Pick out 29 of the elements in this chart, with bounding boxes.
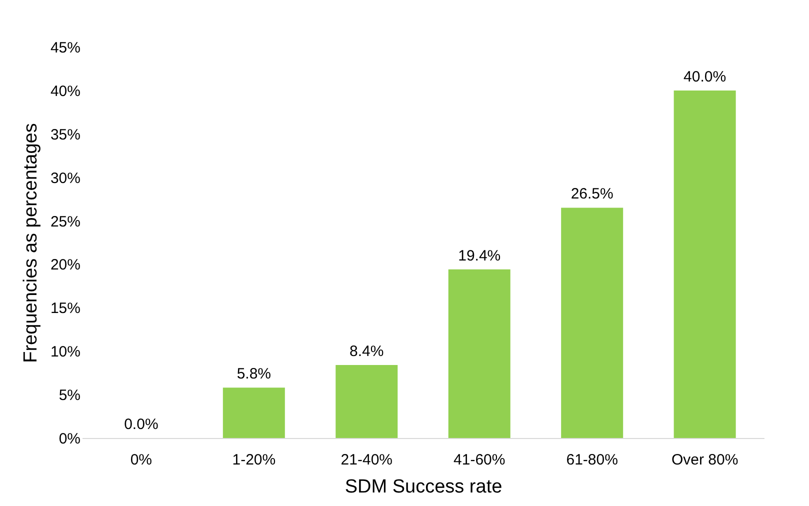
data-label: 8.4% [350,343,384,360]
x-tick-label: 21-40% [340,452,392,468]
y-tick-label: 35% [50,126,80,144]
data-label: 19.4% [458,247,501,264]
data-label: 40.0% [684,68,726,86]
y-axis-title: Frequencies as percentages [20,123,42,363]
x-tick-label: 61-80% [566,452,618,468]
x-axis-title: SDM Success rate [344,476,502,498]
data-label: 26.5% [570,186,614,203]
x-tick-label: 1-20% [232,452,276,468]
bar [336,365,398,438]
y-tick-label: 30% [50,170,80,187]
y-tick-label: 0% [58,430,80,448]
x-tick-label: 41-60% [454,452,506,468]
x-tick-label: Over 80% [671,452,738,468]
y-tick-label: 15% [50,300,80,318]
y-tick-label: 20% [50,256,80,274]
y-tick-label: 10% [50,344,80,361]
bar [448,269,510,438]
y-tick-label: 45% [50,40,80,56]
data-label: 5.8% [236,366,272,383]
bar [674,90,736,438]
y-tick-label: 5% [58,387,80,404]
data-label: 0.0% [124,416,158,433]
bar [222,388,285,438]
bar [561,208,624,438]
y-tick-label: 40% [50,82,80,100]
x-tick-label: 0% [130,452,152,468]
y-tick-label: 25% [50,213,80,230]
